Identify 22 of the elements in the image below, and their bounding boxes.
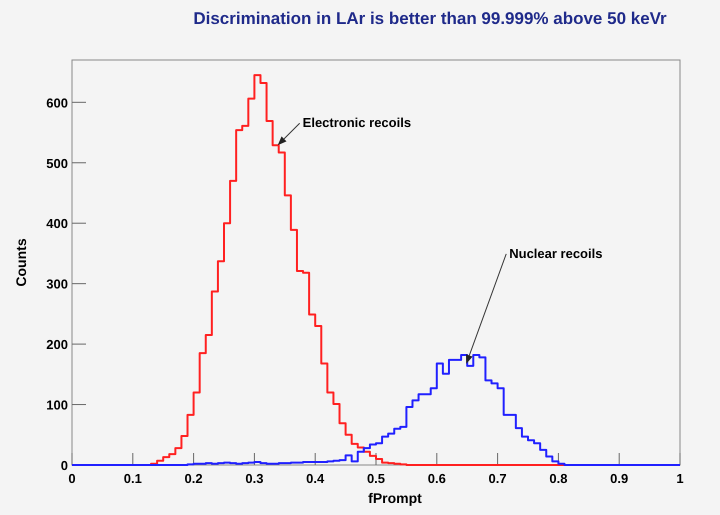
chart-title: Discrimination in LAr is better than 99.999% above 50 keVr	[193, 9, 668, 28]
y-axis-title: Counts	[13, 238, 29, 287]
x-tick-label: 0.2	[184, 471, 203, 486]
x-tick-label: 0.7	[488, 471, 507, 486]
y-tick-label: 500	[46, 156, 68, 171]
y-tick-label: 0	[60, 458, 68, 473]
y-tick-label: 200	[46, 337, 68, 352]
y-tick-label: 600	[46, 95, 68, 110]
y-tick-label: 300	[46, 276, 68, 292]
x-tick-label: 0.1	[124, 471, 142, 486]
y-tick-label: 400	[46, 216, 68, 232]
x-tick-label: 0.3	[245, 471, 264, 486]
text: Electronic recoils	[302, 115, 412, 130]
x-tick-label: 0.9	[610, 471, 628, 486]
x-axis-title: fPrompt	[368, 490, 422, 506]
x-tick-label: 0.4	[306, 471, 326, 486]
x-tick-label: 0.8	[549, 471, 568, 486]
y-tick-label: 100	[46, 398, 68, 413]
x-tick-label: 1	[676, 471, 684, 486]
text: Nuclear recoils	[509, 246, 602, 261]
x-tick-label: 0.6	[428, 471, 446, 486]
x-tick-label: 0.5	[366, 471, 386, 486]
